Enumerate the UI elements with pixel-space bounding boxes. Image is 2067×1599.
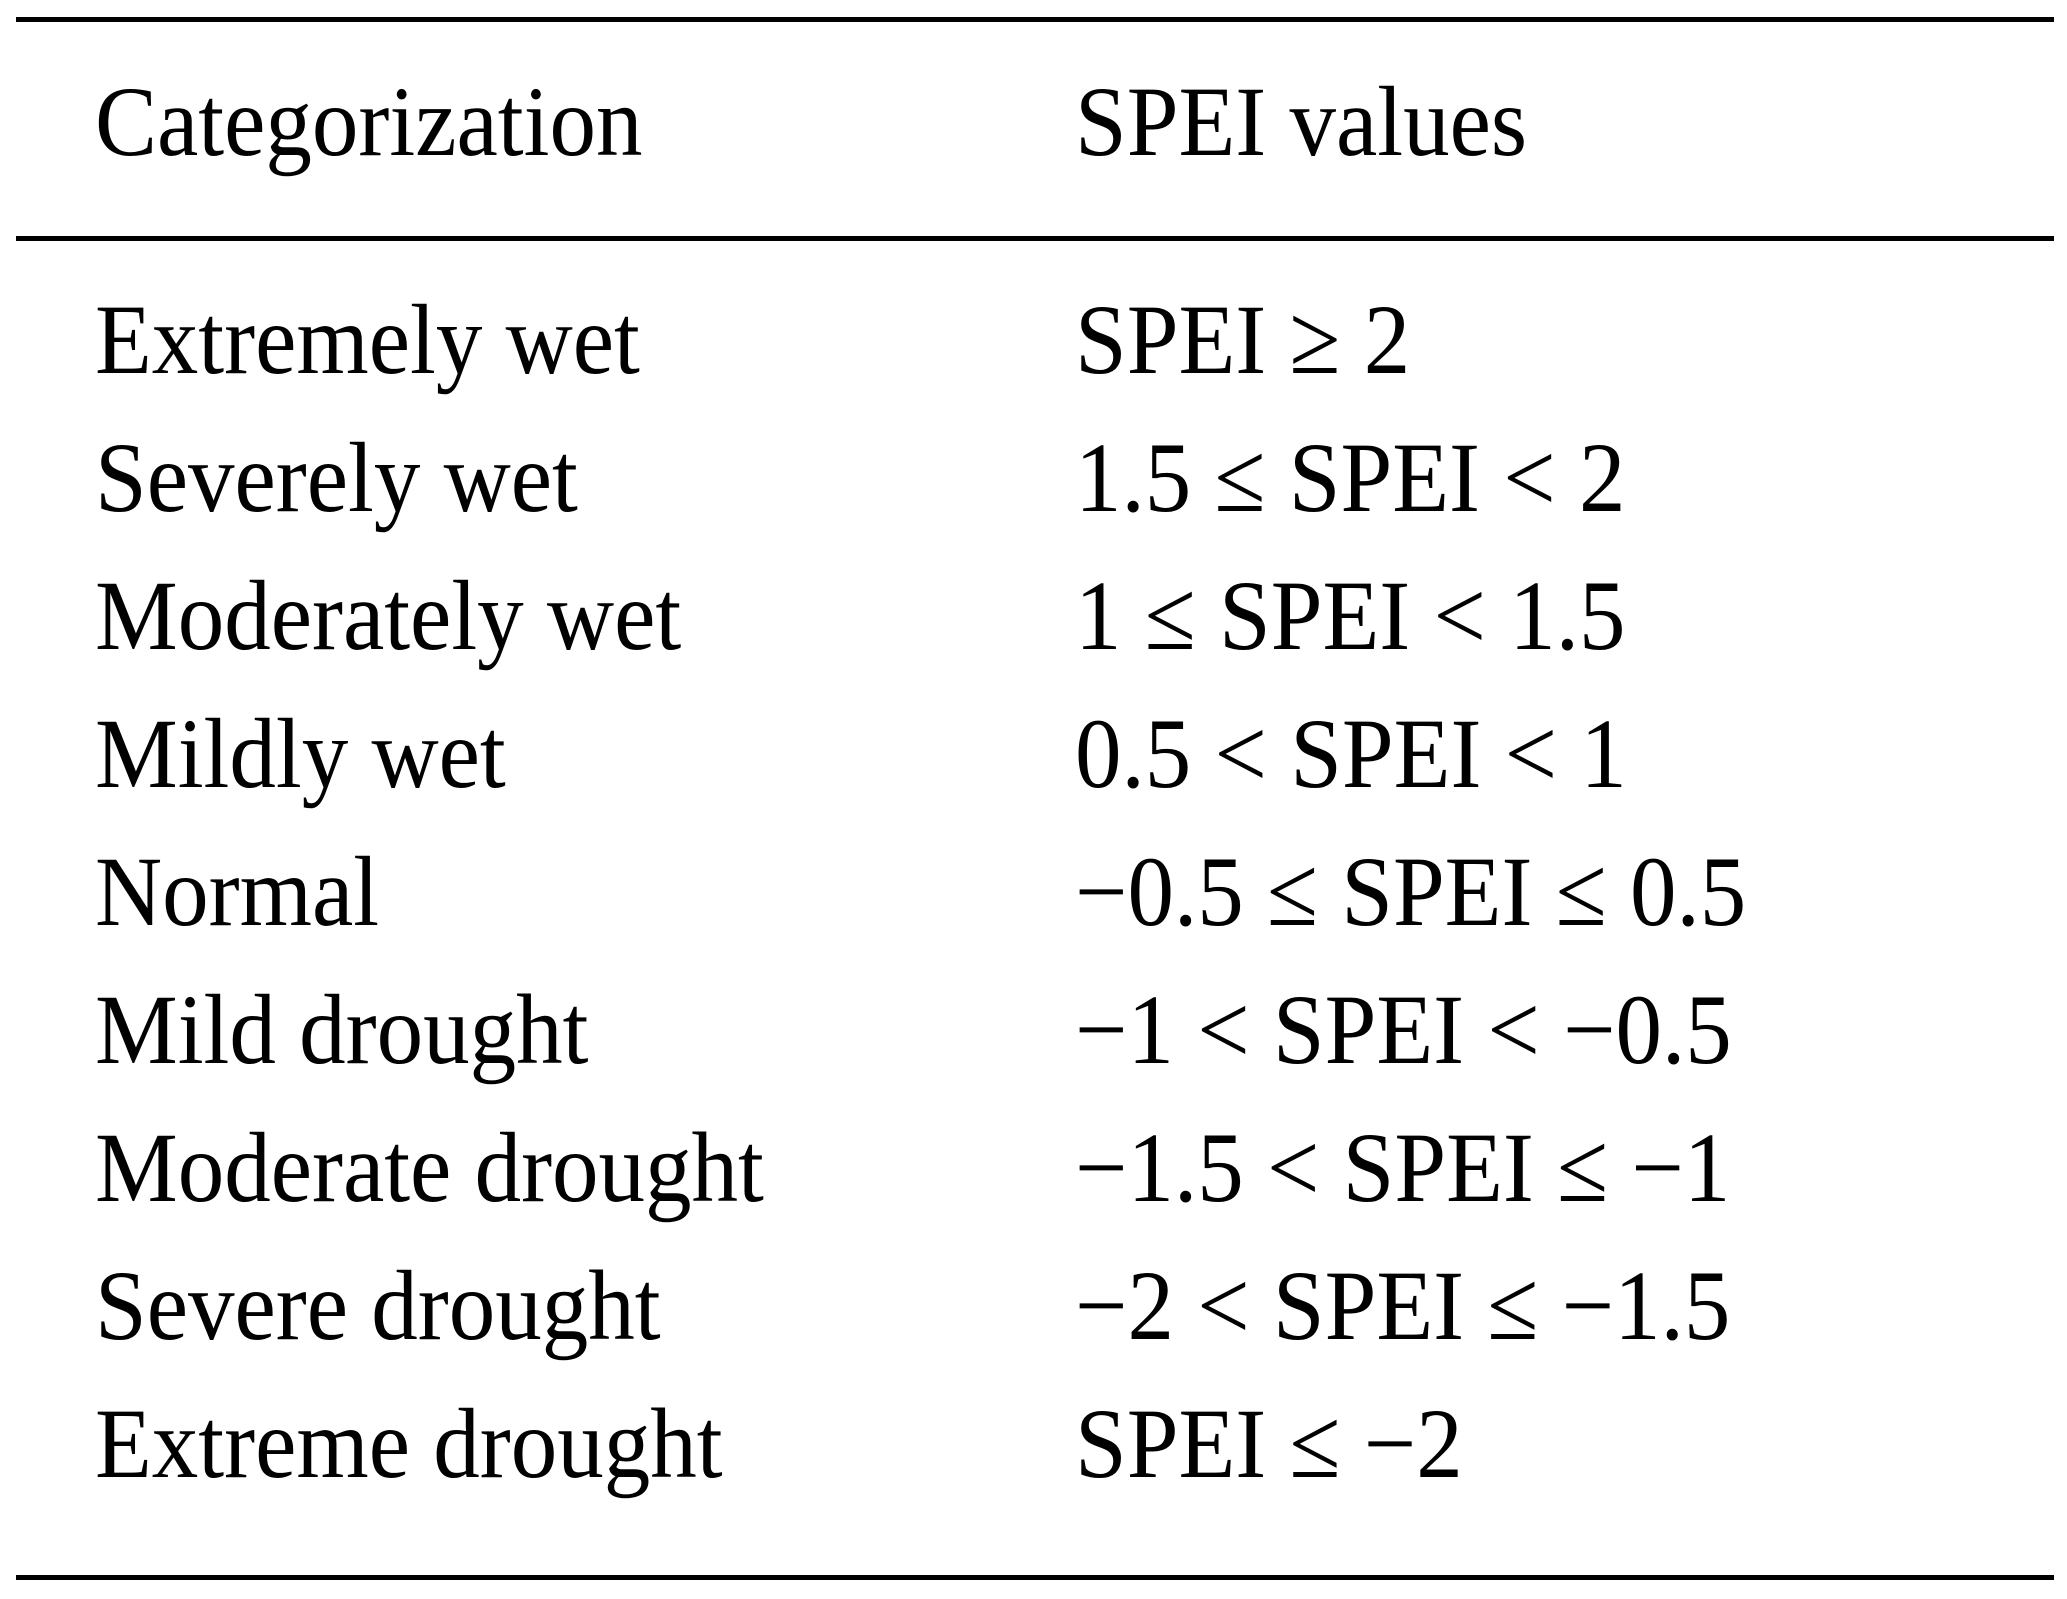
table-row: Extreme drought SPEI ≤ −2 — [0, 1394, 2067, 1532]
category-cell: Normal — [95, 836, 380, 947]
category-cell: Moderate drought — [95, 1112, 764, 1223]
spei-range-cell: −2 < SPEI ≤ −1.5 — [1075, 1250, 1731, 1361]
table-row: Moderately wet 1 ≤ SPEI < 1.5 — [0, 566, 2067, 704]
category-cell: Mildly wet — [95, 698, 506, 809]
spei-range-cell: −1.5 < SPEI ≤ −1 — [1075, 1112, 1731, 1223]
header-categorization: Categorization — [95, 66, 643, 177]
table-bottom-rule — [16, 1575, 2054, 1580]
header-spei-values: SPEI values — [1075, 66, 1528, 177]
table-row: Mild drought −1 < SPEI < −0.5 — [0, 980, 2067, 1118]
table-row: Severe drought −2 < SPEI ≤ −1.5 — [0, 1256, 2067, 1394]
table-row: Severely wet 1.5 ≤ SPEI < 2 — [0, 428, 2067, 566]
spei-range-cell: SPEI ≥ 2 — [1075, 284, 1411, 395]
table-top-rule — [16, 17, 2054, 22]
spei-range-cell: 0.5 < SPEI < 1 — [1075, 698, 1627, 809]
table-row: Mildly wet 0.5 < SPEI < 1 — [0, 704, 2067, 842]
table-header-rule — [16, 236, 2054, 241]
category-cell: Mild drought — [95, 974, 589, 1085]
category-cell: Severely wet — [95, 422, 578, 533]
spei-range-cell: 1 ≤ SPEI < 1.5 — [1075, 560, 1626, 671]
category-cell: Extremely wet — [95, 284, 640, 395]
table-row: Normal −0.5 ≤ SPEI ≤ 0.5 — [0, 842, 2067, 980]
category-cell: Moderately wet — [95, 560, 682, 671]
spei-range-cell: 1.5 ≤ SPEI < 2 — [1075, 422, 1626, 533]
table-row: Extremely wet SPEI ≥ 2 — [0, 290, 2067, 428]
spei-range-cell: SPEI ≤ −2 — [1075, 1388, 1463, 1499]
spei-range-cell: −0.5 ≤ SPEI ≤ 0.5 — [1075, 836, 1747, 947]
spei-range-cell: −1 < SPEI < −0.5 — [1075, 974, 1732, 1085]
table-row: Moderate drought −1.5 < SPEI ≤ −1 — [0, 1118, 2067, 1256]
category-cell: Severe drought — [95, 1250, 661, 1361]
category-cell: Extreme drought — [95, 1388, 723, 1499]
